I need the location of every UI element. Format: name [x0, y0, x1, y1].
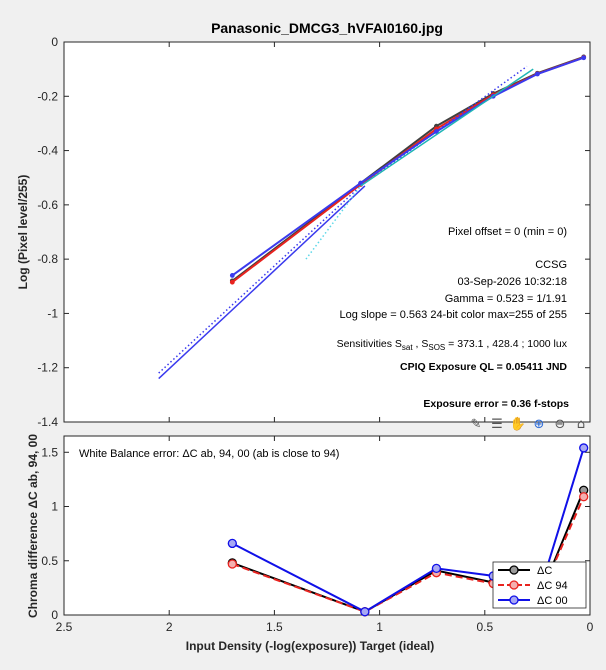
insert-legend-icon[interactable]: ☰	[491, 416, 503, 432]
top-series-line-6	[305, 185, 362, 260]
top-series-group	[158, 54, 587, 380]
bottom-axis-ticks: 0 0.5 1 1.5 2.5 2 1.5 1 0.5 0	[41, 436, 594, 634]
top-y-tick-label: -1.4	[37, 415, 58, 429]
bottom-y-tick-label: 1	[51, 500, 58, 514]
gamma-text: Gamma = 0.523 = 1/1.91	[445, 293, 567, 305]
chart-title: Panasonic_DMCG3_hVFAI0160.jpg	[211, 20, 443, 36]
bottom-x-tick-label: 1.5	[266, 620, 283, 634]
top-annotations: Pixel offset = 0 (min = 0) CCSG 03-Sep-2…	[337, 226, 570, 410]
top-y-tick-label: -0.6	[37, 198, 58, 212]
bottom-x-tick-label: 0	[587, 620, 594, 634]
top-series-line-5	[360, 68, 534, 187]
exposure-error-text: Exposure error = 0.36 f-stops	[423, 398, 569, 410]
bottom-series-point-1	[579, 492, 589, 502]
bottom-x-tick-label: 2.5	[56, 620, 73, 634]
axes-toolbar: ✎ ☰ ✋ ⊕ ⊖ ⌂	[466, 414, 591, 434]
zoom-in-icon[interactable]: ⊕	[533, 416, 545, 432]
top-y-axis-label: Log (Pixel level/255)	[16, 175, 30, 290]
legend[interactable]: ΔC ΔC 94 ΔC 00	[492, 561, 587, 609]
top-series-line-3	[158, 185, 366, 380]
log-slope-text: Log slope = 0.563 24-bit color max=255 o…	[340, 309, 568, 321]
legend-entry: ΔC	[537, 565, 552, 577]
cpiq-text: CPIQ Exposure QL = 0.05411 JND	[400, 361, 567, 373]
top-series-line-2	[231, 56, 585, 277]
legend-entry: ΔC 00	[537, 595, 568, 607]
sensitivities-text: Sensitivities Ssat , SSOS = 373.1 , 428.…	[337, 338, 568, 352]
top-series-point-2	[229, 273, 235, 278]
bottom-x-tick-label: 0.5	[476, 620, 493, 634]
top-y-tick-label: -0.2	[37, 89, 58, 103]
sens-mid: , S	[413, 338, 429, 350]
exposure-plot: Panasonic_DMCG3_hVFAI0160.jpg Log (Pixel…	[16, 20, 591, 429]
bottom-series-point-2	[431, 563, 442, 574]
date-text: 03-Sep-2026 10:32:18	[458, 276, 567, 288]
top-y-tick-label: -0.8	[37, 252, 58, 266]
ccsg-text: CCSG	[535, 259, 567, 271]
top-series-point-2	[581, 55, 587, 61]
sens-values: = 373.1 , 428.4 ; 1000 lux	[445, 338, 567, 350]
top-series-point-1	[229, 279, 235, 285]
top-y-tick-label: -1.2	[37, 361, 58, 375]
pixel-offset-text: Pixel offset = 0 (min = 0)	[448, 226, 567, 238]
legend-marker	[509, 595, 519, 605]
white-balance-text: White Balance error: ΔC ab, 94, 00 (ab i…	[79, 448, 339, 460]
sens-sub-sat: sat	[402, 343, 413, 352]
legend-entry: ΔC 94	[537, 580, 568, 592]
bottom-x-tick-label: 2	[166, 620, 173, 634]
bottom-y-axis-label: Chroma difference ΔC ab, 94, 00	[26, 434, 40, 618]
bottom-y-tick-label: 0.5	[41, 554, 58, 568]
top-y-tick-label: -1	[47, 306, 58, 320]
top-axis-ticks: 0 -0.2 -0.4 -0.6 -0.8 -1 -1.2 -1.4	[37, 35, 591, 429]
bottom-y-tick-label: 0	[51, 608, 58, 622]
top-series-point-2	[535, 71, 540, 77]
zoom-out-icon[interactable]: ⊖	[554, 416, 566, 432]
sens-prefix: Sensitivities S	[337, 338, 402, 350]
legend-marker	[509, 580, 519, 590]
top-y-tick-label: -0.4	[37, 144, 58, 158]
top-y-tick-label: 0	[51, 35, 58, 49]
chroma-plot: Chroma difference ΔC ab, 94, 00 Input De…	[26, 434, 594, 653]
home-icon[interactable]: ⌂	[576, 416, 586, 432]
legend-marker	[509, 565, 519, 575]
bottom-series-point-1	[227, 559, 237, 569]
bottom-x-axis-label: Input Density (-log(exposure)) Target (i…	[186, 639, 434, 653]
pan-hand-icon[interactable]: ✋	[509, 416, 527, 432]
bottom-series-point-2	[227, 538, 237, 549]
bottom-series-point-2	[579, 443, 589, 453]
sens-sub-sos: SOS	[428, 343, 445, 352]
top-plot-area	[63, 41, 591, 423]
edit-icon[interactable]: ✎	[470, 416, 482, 432]
bottom-series-point-2	[360, 607, 370, 617]
bottom-y-tick-label: 1.5	[41, 445, 58, 459]
bottom-x-tick-label: 1	[376, 620, 383, 634]
